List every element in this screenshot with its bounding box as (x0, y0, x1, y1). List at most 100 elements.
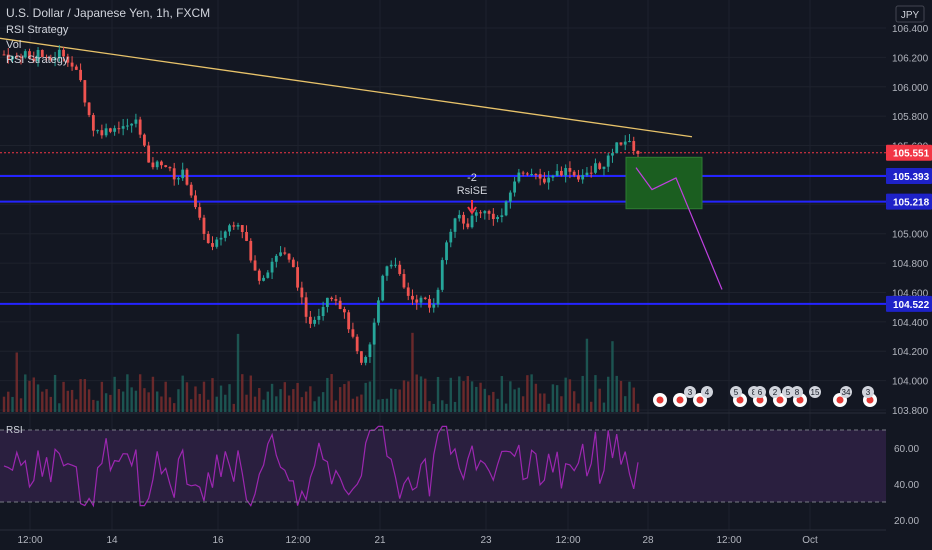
candle-body (219, 237, 223, 240)
candle-body (415, 299, 419, 303)
volume-bar (509, 381, 512, 412)
candlestick-series[interactable] (2, 45, 640, 366)
rsi-guides (0, 429, 886, 503)
candle-body (177, 178, 180, 180)
event-count-label: 2 (773, 388, 778, 397)
volume-bar (538, 393, 542, 412)
trendline[interactable] (0, 37, 693, 138)
candle-body (96, 130, 100, 132)
candle-body (572, 171, 576, 176)
economic-events-row[interactable]: 3 4 5 8 6 2 5 8 15 34 3 (653, 386, 877, 407)
legend-rsi-strategy[interactable]: RSI Strategy (6, 24, 69, 36)
volume-bar (181, 375, 184, 412)
volume-bar (390, 388, 393, 412)
volume-bar (479, 382, 482, 412)
candle-body (385, 266, 389, 276)
volume-bar (121, 391, 125, 412)
candle-body (160, 161, 163, 166)
candle-body (449, 231, 453, 243)
volume-bar (15, 352, 18, 412)
time-tick-label: 12:00 (555, 535, 580, 546)
volume-bar (628, 381, 631, 412)
legend-volume[interactable]: Vol (6, 39, 22, 51)
volume-bar (581, 375, 584, 412)
candle-body (104, 128, 108, 136)
volume-bar (398, 389, 401, 412)
candle-body (117, 128, 121, 130)
candle-body (474, 212, 478, 216)
volume-bar (496, 398, 499, 412)
volume-bar (530, 374, 533, 412)
candle-body (636, 150, 640, 154)
volume-bar (321, 392, 325, 412)
event-dot-icon (736, 396, 744, 404)
candle-body (525, 173, 529, 175)
volume-bar (360, 394, 363, 412)
price-tick-label: 105.000 (892, 230, 929, 241)
candle-body (28, 51, 31, 59)
candle-body (211, 243, 214, 247)
volume-bar (160, 396, 163, 412)
candle-body (457, 214, 461, 219)
volume-bar (245, 394, 248, 412)
candle-body (466, 223, 470, 228)
candle-body (351, 329, 355, 337)
volume-bar (287, 395, 291, 412)
candle-body (377, 300, 380, 323)
event-count-badge (730, 386, 742, 398)
chart-title[interactable]: U.S. Dollar / Japanese Yen, 1h, FXCM (6, 6, 211, 20)
event-count-badge (684, 386, 696, 398)
candle-body (32, 58, 36, 62)
volume-bar (338, 387, 342, 412)
rsi-axis[interactable]: 60.00 40.00 20.00 (894, 444, 919, 527)
candle-body (91, 115, 95, 131)
candle-body (57, 49, 61, 58)
volume-bar (598, 388, 601, 412)
price-tick-label: 106.000 (892, 83, 929, 94)
event-count-label: 5 (734, 388, 739, 397)
volume-bar (513, 389, 516, 412)
volume-bar (279, 389, 282, 412)
volume-bar (636, 403, 640, 412)
candle-body (619, 142, 623, 145)
legend-rsi-strategy-2[interactable]: RSI Strategy (6, 54, 69, 66)
time-axis[interactable]: 12:00 14 16 12:00 21 23 12:00 28 12:00 Oct (0, 529, 886, 546)
candle-body (66, 56, 70, 63)
candle-body (394, 264, 397, 266)
candle-body (134, 119, 138, 124)
volume-bar (249, 375, 252, 412)
volume-bar (173, 403, 176, 412)
currency-badge[interactable] (895, 5, 925, 23)
volume-bar (53, 374, 57, 412)
candle-body (453, 218, 457, 232)
candle-body (304, 297, 308, 317)
event-count-badge (809, 386, 821, 398)
volume-bar (177, 389, 180, 412)
candle-body (500, 215, 504, 217)
candle-body (11, 56, 14, 60)
volume-bar (304, 391, 308, 412)
volume-bar (351, 398, 355, 412)
volume-bar (449, 377, 452, 412)
volume-bar (602, 402, 606, 412)
candle-body (487, 211, 491, 214)
time-tick-label: 12:00 (17, 535, 42, 546)
trade-target-box[interactable] (625, 156, 703, 210)
volume-bar (236, 333, 240, 412)
candle-body (542, 178, 546, 183)
candle-body (206, 233, 210, 244)
event-count-badge (701, 386, 713, 398)
candle-body (232, 225, 236, 227)
volume-bar (283, 382, 287, 412)
candle-body (257, 270, 261, 281)
price-label-text: 105.393 (893, 172, 930, 183)
candle-body (151, 162, 155, 168)
volume-bar (87, 389, 91, 412)
price-axis[interactable]: 106.400106.200106.000105.800105.600105.4… (886, 0, 932, 530)
candle-body (360, 351, 363, 363)
volume-bar (619, 380, 623, 412)
support-resistance-lines[interactable] (0, 152, 886, 305)
candle-body (23, 51, 27, 58)
candle-body (274, 255, 278, 262)
